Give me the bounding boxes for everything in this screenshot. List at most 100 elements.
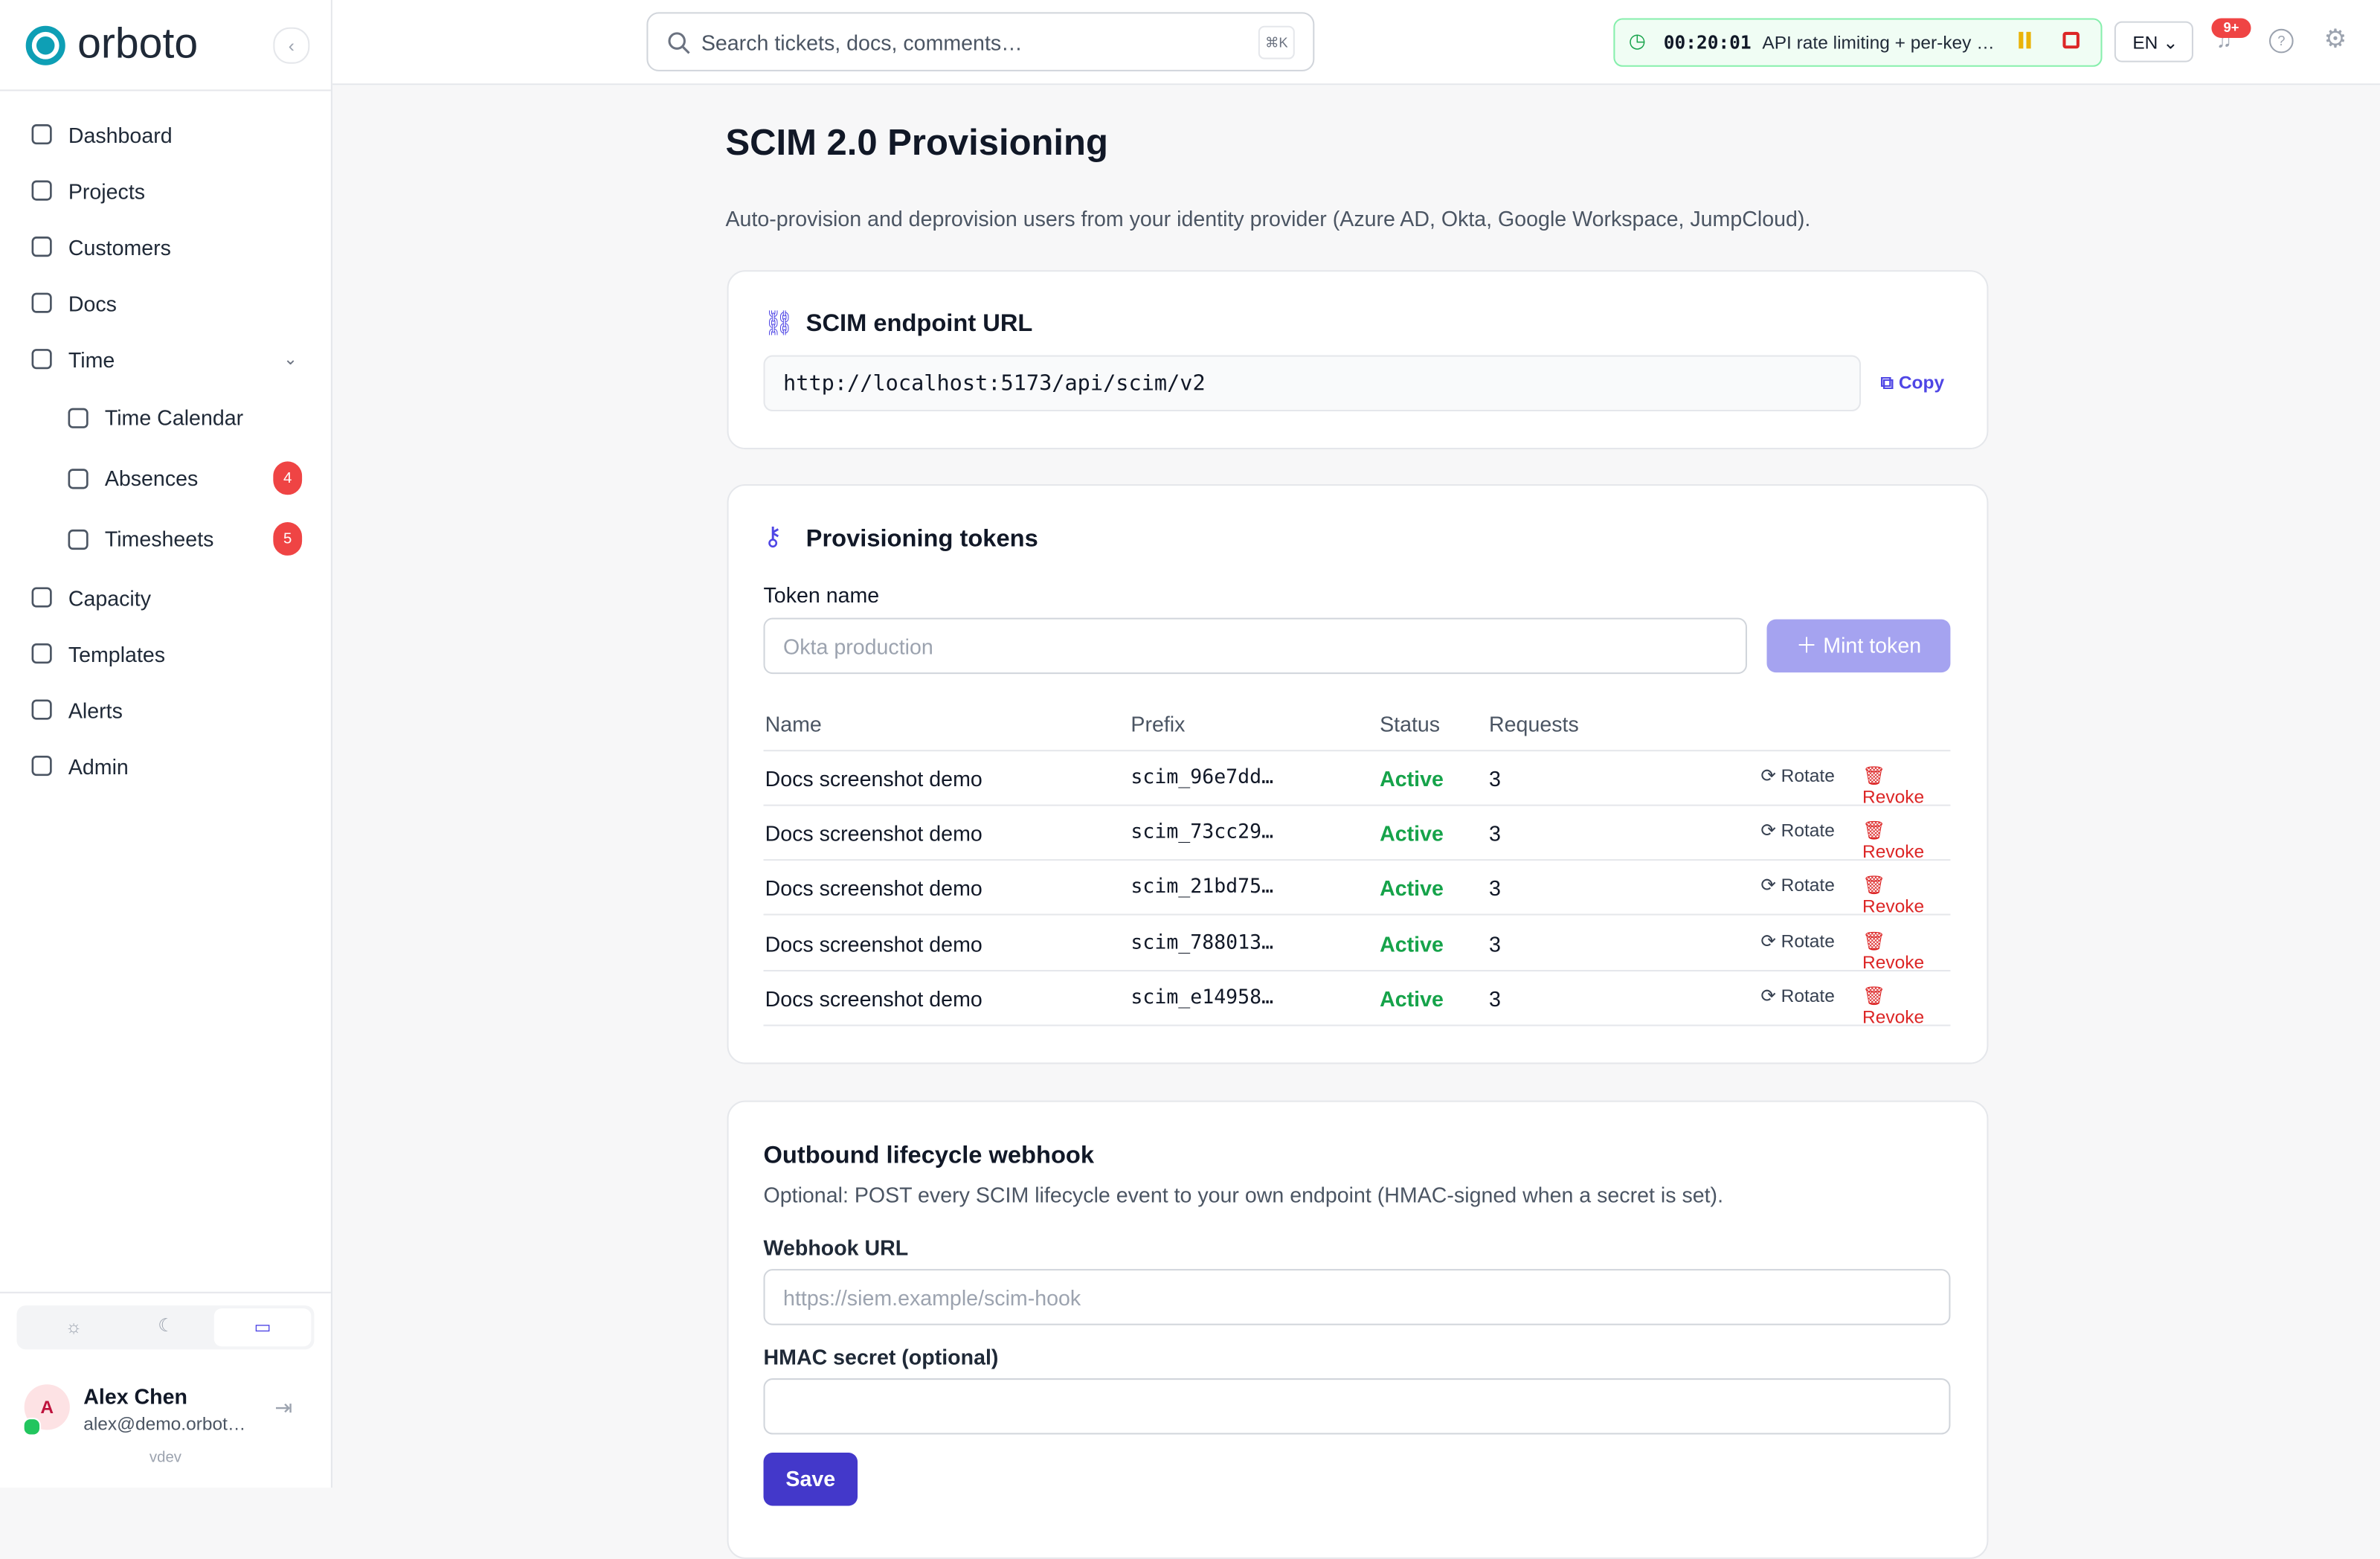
token-requests: 3 — [1489, 931, 1501, 956]
nav-label: Docs — [68, 290, 117, 315]
nav-item[interactable]: Docs — [12, 274, 318, 331]
revoke-button[interactable]: 🗑︎ Revoke — [1862, 985, 1925, 1028]
logout[interactable]: ⇥ — [274, 1395, 293, 1420]
logo — [25, 25, 65, 65]
token-name: Docs screenshot demo — [765, 821, 982, 846]
mint-button[interactable]: ＋ Mint token — [1766, 619, 1951, 673]
nav-item[interactable]: Absences 4 — [12, 448, 318, 509]
rotate-button[interactable]: ⟳ Rotate — [1760, 985, 1835, 1006]
table-row: Docs screenshot demo scim_21bd75… Active 3 ⟳… — [763, 861, 1951, 918]
nav-item[interactable]: Dashboard — [12, 106, 318, 163]
hmac-secret-input[interactable] — [763, 1378, 1951, 1435]
token-status: Active — [1380, 821, 1444, 846]
rotate-button[interactable]: ⟳ Rotate — [1760, 820, 1835, 841]
token-requests: 3 — [1489, 986, 1501, 1011]
chevron: ⌄ — [283, 350, 298, 369]
avatar: A — [24, 1384, 70, 1430]
page-title: SCIM 2.0 Provisioning — [725, 123, 1108, 164]
nav-label: Dashboard — [68, 122, 173, 147]
nav-item[interactable]: Templates — [12, 626, 318, 682]
collapse-button[interactable]: ‹ — [273, 27, 310, 64]
page-description: Auto-provision and deprovision users fro… — [725, 206, 1811, 231]
endpoint-url: http://localhost:5173/api/scim/v2 — [763, 355, 1862, 412]
rotate-button[interactable]: ⟳ Rotate — [1760, 765, 1835, 787]
nav-item[interactable]: Timesheets 5 — [12, 509, 318, 570]
token-status: Active — [1380, 986, 1444, 1011]
token-name: Docs screenshot demo — [765, 876, 982, 901]
column-header: Requests — [1489, 712, 1579, 736]
nav-item[interactable]: Capacity — [12, 569, 318, 626]
revoke-button[interactable]: 🗑︎ Revoke — [1862, 875, 1925, 918]
light-theme[interactable]: ☼ — [65, 1316, 83, 1337]
nav-label: Projects — [68, 178, 146, 203]
nav-label: Customers — [68, 234, 171, 259]
pause[interactable] — [2019, 31, 2031, 49]
token-status: Active — [1380, 766, 1444, 791]
rotate-button[interactable]: ⟳ Rotate — [1760, 875, 1835, 896]
theme-switch: ☼ ☾ ▭ — [16, 1305, 315, 1350]
copy-button[interactable]: ⧉ Copy — [1880, 371, 1945, 393]
notification-badge: 9+ — [2211, 18, 2251, 39]
nav-item[interactable]: Customers — [12, 219, 318, 275]
nav-item[interactable]: Admin — [12, 738, 318, 794]
webhook-url-input[interactable]: https://siem.example/scim-hook — [763, 1269, 1951, 1325]
table-row: Docs screenshot demo scim_96e7dd… Active 3 ⟳… — [763, 751, 1951, 808]
field-label: Webhook URL — [763, 1235, 909, 1260]
timer[interactable]: ◷ 00:20:01 API rate limiting + per-key … — [1613, 18, 2103, 67]
system-theme[interactable]: ▭ — [213, 1308, 312, 1347]
revoke-label: Revoke — [1862, 786, 1925, 808]
rotate-button[interactable]: ⟳ Rotate — [1760, 930, 1835, 951]
card-title: SCIM endpoint URL — [805, 311, 1033, 338]
nav-item[interactable]: Time ⌄ — [12, 331, 318, 388]
nav-badge: 4 — [273, 461, 303, 495]
column-header: Status — [1380, 712, 1441, 736]
timer-time: 00:20:01 — [1663, 31, 1752, 54]
field-label: Token name — [763, 582, 880, 608]
token-name-input[interactable]: Okta production — [763, 617, 1747, 675]
language-select[interactable]: EN ⌄ — [2114, 21, 2193, 62]
nav-label: Admin — [68, 753, 129, 778]
token-name: Docs screenshot demo — [765, 766, 982, 791]
search[interactable]: Search tickets, docs, comments… ⌘K — [646, 12, 1315, 71]
sidebar: orboto ‹ Dashboard Projects Customers Docs T… — [0, 0, 332, 1488]
nav-item[interactable]: Alerts — [12, 681, 318, 738]
save-button[interactable]: Save — [763, 1453, 858, 1506]
dark-theme[interactable]: ☾ — [158, 1314, 175, 1336]
nav-label: Alerts — [68, 697, 123, 722]
nav-item[interactable]: Time Calendar — [12, 387, 318, 448]
card-title: Provisioning tokens — [805, 527, 1038, 553]
nav-item[interactable]: Projects — [12, 162, 318, 219]
stop[interactable] — [2062, 31, 2080, 49]
token-prefix: scim_73cc29… — [1130, 821, 1274, 845]
help[interactable]: ? — [2268, 28, 2294, 54]
revoke-button[interactable]: 🗑︎ Revoke — [1862, 820, 1925, 863]
revoke-button[interactable]: 🗑︎ Revoke — [1862, 930, 1925, 973]
token-requests: 3 — [1489, 821, 1501, 846]
revoke-label: Revoke — [1862, 896, 1925, 918]
rotate-label: Rotate — [1781, 985, 1835, 1006]
tokens-card: ⚷ Provisioning tokens Token name Okta pr… — [727, 484, 1989, 1064]
revoke-label: Revoke — [1862, 951, 1925, 973]
topbar: Search tickets, docs, comments… ⌘K ◷ 00:… — [332, 0, 2380, 86]
column-header: Prefix — [1130, 712, 1186, 736]
nav-label: Time — [68, 347, 115, 371]
token-status: Active — [1380, 931, 1444, 956]
token-requests: 3 — [1489, 766, 1501, 791]
nav-label: Time Calendar — [104, 405, 244, 430]
token-status: Active — [1380, 876, 1444, 901]
table-row: Docs screenshot demo scim_73cc29… Active 3 ⟳… — [763, 806, 1951, 863]
token-name: Docs screenshot demo — [765, 986, 982, 1011]
card-description: Optional: POST every SCIM lifecycle even… — [763, 1182, 1724, 1207]
mint-label: Mint token — [1823, 633, 1922, 658]
settings[interactable]: ⚙ — [2323, 24, 2347, 54]
timer-task: API rate limiting + per-key … — [1762, 31, 1995, 54]
token-name: Docs screenshot demo — [765, 931, 982, 956]
divider — [763, 750, 1951, 752]
copy-label: Copy — [1898, 371, 1945, 393]
search-placeholder: Search tickets, docs, comments… — [701, 30, 1023, 55]
token-prefix: scim_96e7dd… — [1130, 766, 1274, 790]
revoke-button[interactable]: 🗑︎ Revoke — [1862, 765, 1925, 808]
revoke-label: Revoke — [1862, 1006, 1925, 1028]
